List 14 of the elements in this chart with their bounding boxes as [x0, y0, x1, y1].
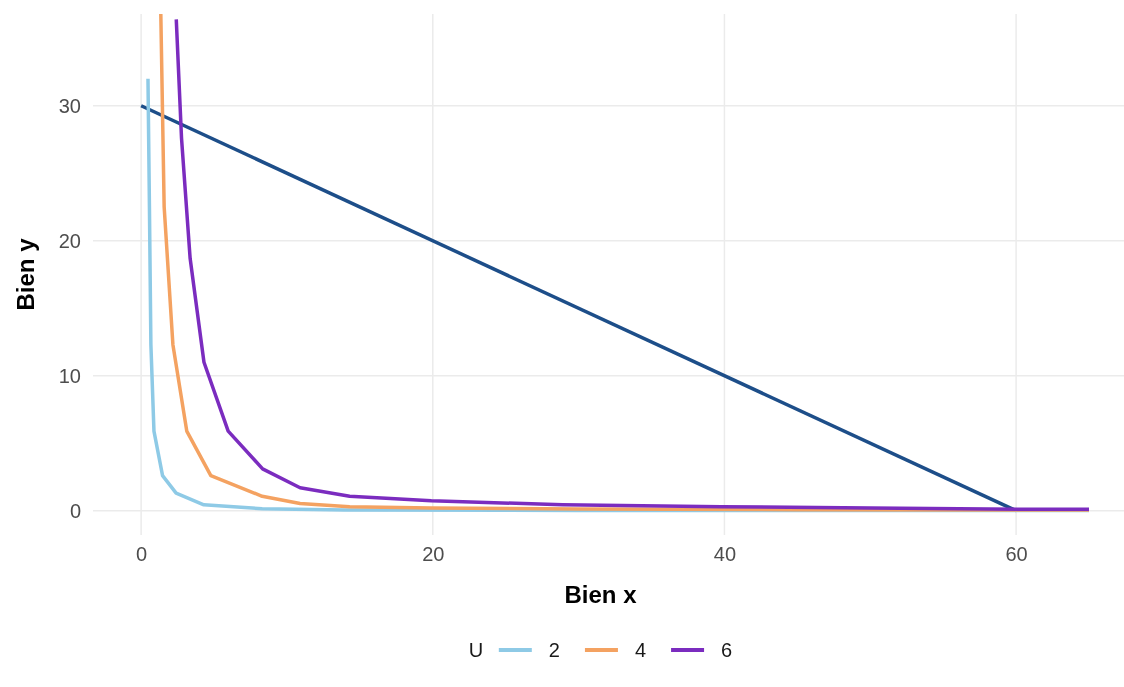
y-tick-label: 0 [69, 499, 81, 522]
legend-label: 2 [548, 639, 560, 661]
legend-title: U [468, 639, 484, 661]
y-tick-label: 30 [58, 94, 81, 117]
legend-label: 4 [634, 639, 647, 661]
x-tick-label: 0 [136, 543, 148, 566]
x-tick-label: 20 [422, 543, 445, 566]
legend-label: 6 [721, 639, 733, 661]
y-tick-label: 20 [58, 229, 81, 252]
x-tick-label: 40 [713, 543, 737, 566]
x-axis-title: Bien x [564, 581, 638, 608]
y-tick-label: 10 [58, 364, 81, 387]
y-axis-title: Bien y [12, 237, 39, 311]
x-tick-label: 60 [1005, 543, 1028, 566]
